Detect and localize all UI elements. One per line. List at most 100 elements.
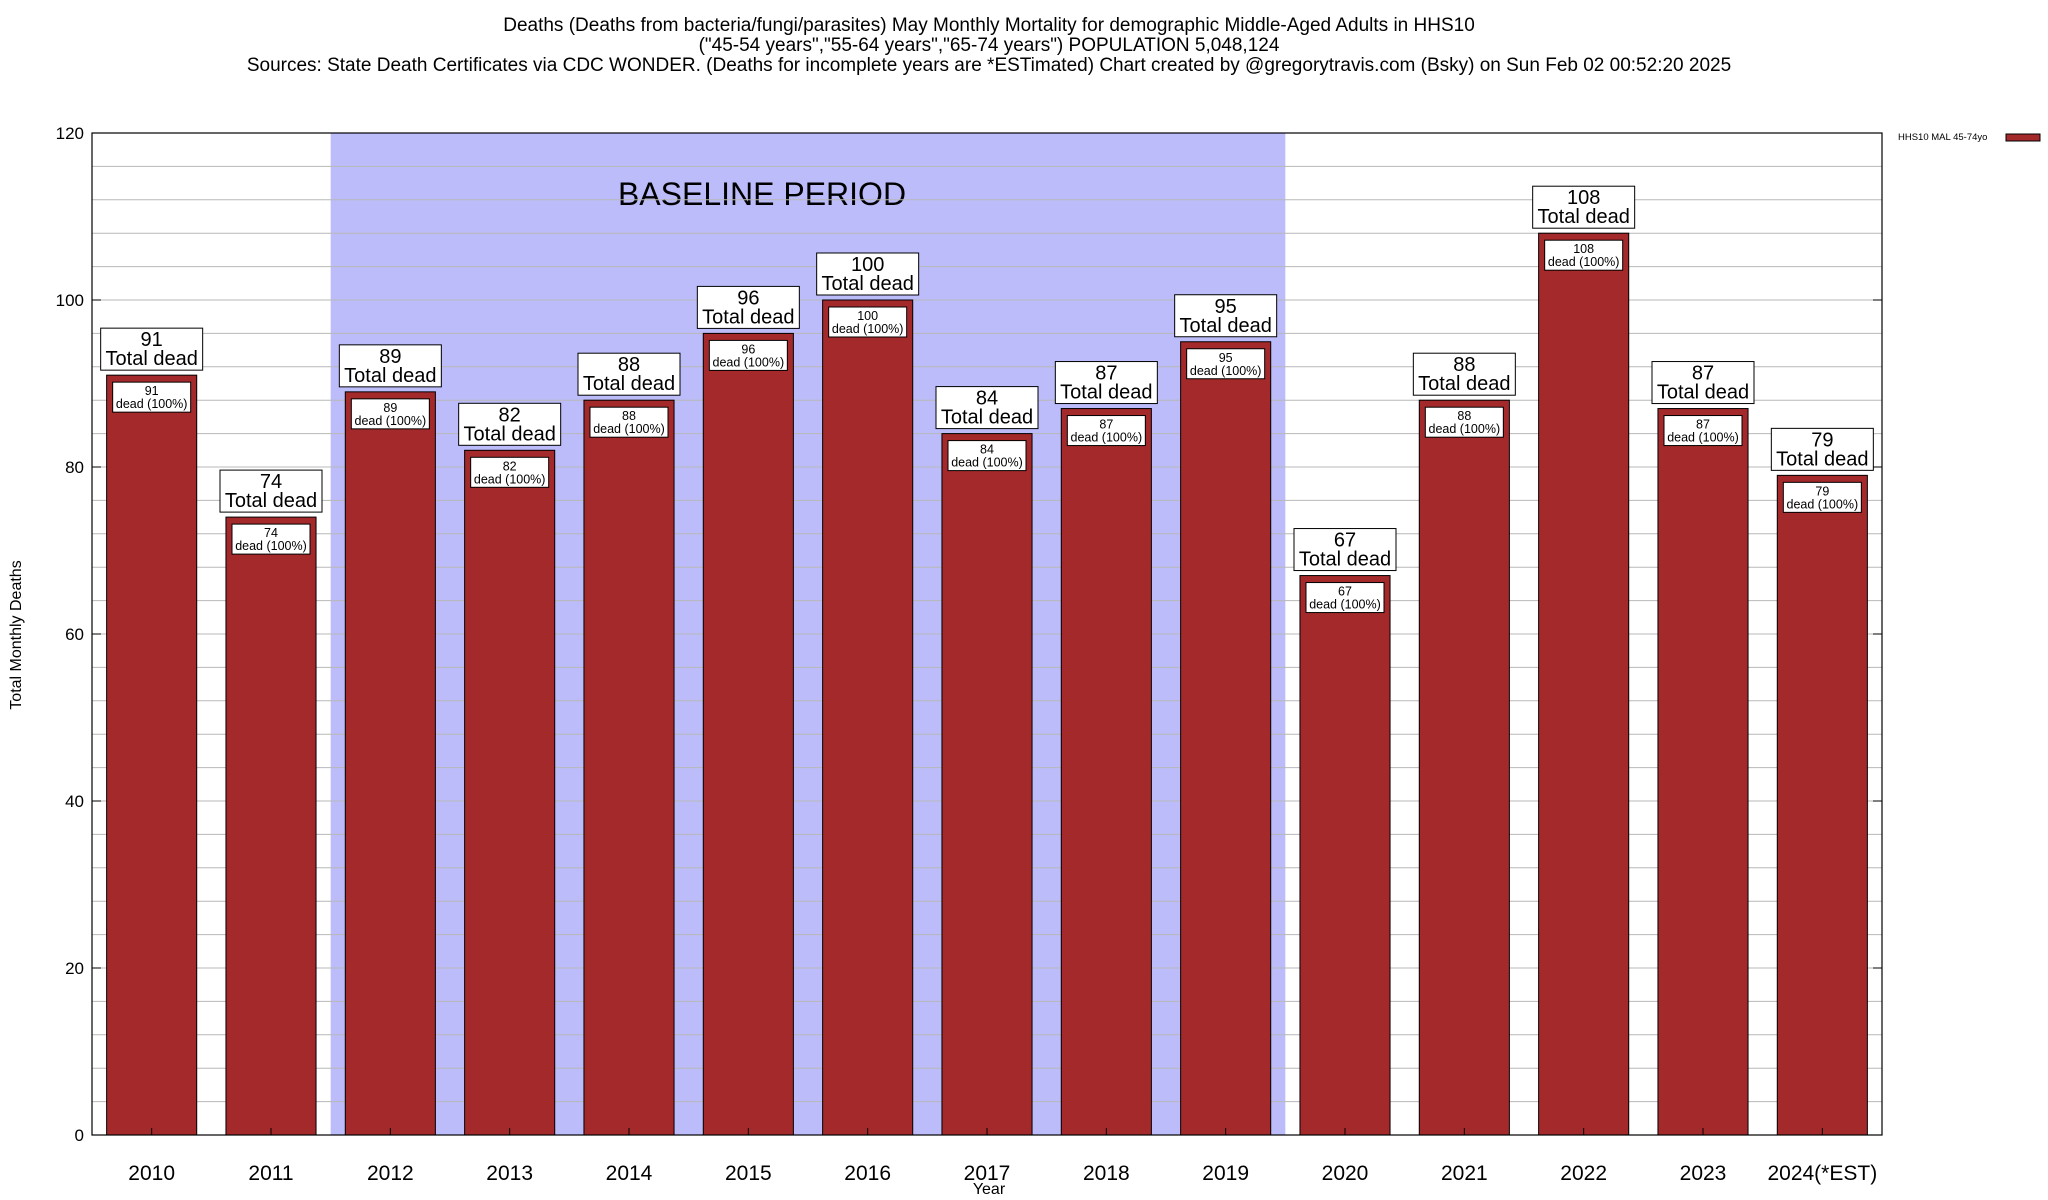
- bar-total-label: Total dead: [1776, 448, 1868, 470]
- bar-total-value: 79: [1811, 429, 1833, 451]
- bar-total-label: Total dead: [583, 373, 675, 395]
- chart-title-line-3: Sources: State Death Certificates via CD…: [247, 55, 1731, 76]
- bar-total-label: Total dead: [225, 490, 317, 512]
- x-tick-label: 2020: [1322, 1162, 1369, 1185]
- bar-inner-label-box: [708, 339, 788, 371]
- y-tick-label: 80: [65, 458, 84, 477]
- bar-total-value: 87: [1095, 363, 1117, 385]
- bar-inner-label-box: [1186, 348, 1266, 380]
- bar-total-label: Total dead: [344, 365, 436, 387]
- bars: [106, 232, 1868, 1136]
- bar-inner-value: 91: [145, 384, 159, 398]
- bar-total-label-box: [577, 352, 681, 396]
- bar-total-label: Total dead: [702, 306, 794, 328]
- bar-2021: [1418, 399, 1510, 1136]
- x-tick-label: 2014: [606, 1162, 653, 1185]
- bar-inner-label-box: [231, 523, 311, 555]
- bar-inner-label-box: [1305, 582, 1385, 614]
- bar-inner-value: 100: [857, 309, 878, 323]
- bar-total-label-box: [1174, 294, 1278, 338]
- bar-inner-value: 95: [1219, 351, 1233, 365]
- bar-2011: [225, 516, 317, 1136]
- x-tick-label: 2016: [844, 1162, 891, 1185]
- bar-total-value: 88: [1453, 354, 1475, 376]
- bar-total-label-box: [1532, 185, 1636, 229]
- bar-total-value: 88: [618, 354, 640, 376]
- bar-2016: [822, 299, 914, 1136]
- bar-inner-value: 79: [1815, 484, 1829, 498]
- x-tick-label: 2015: [725, 1162, 772, 1185]
- bar-total-value: 100: [851, 254, 884, 276]
- x-tick-label: 2018: [1083, 1162, 1130, 1185]
- bar-total-label: Total dead: [106, 348, 198, 370]
- bar-inner-label-box: [1782, 481, 1862, 513]
- bar-inner-value: 67: [1338, 585, 1352, 599]
- legend: HHS10 MAL 45-74yo: [1898, 132, 2041, 143]
- bar-inner-label: dead (100%): [1309, 598, 1381, 612]
- x-tick-label: 2024(*EST): [1767, 1162, 1877, 1185]
- baseline-label: BASELINE PERIOD: [618, 176, 906, 212]
- bar-total-value: 89: [379, 346, 401, 368]
- legend-label: HHS10 MAL 45-74yo: [1898, 132, 1987, 143]
- bar-inner-label: dead (100%): [1190, 364, 1262, 378]
- bar-total-label: Total dead: [822, 273, 914, 295]
- chart-title-line-2: ("45-54 years","55-64 years","65-74 year…: [699, 35, 1280, 56]
- legend-swatch: [2005, 133, 2041, 142]
- y-tick-label: 20: [65, 959, 84, 978]
- bar-2024(*EST): [1776, 474, 1868, 1136]
- bar-inner-label: dead (100%): [1071, 431, 1143, 445]
- bar-inner-label: dead (100%): [593, 422, 665, 436]
- bar-total-label-box: [458, 402, 562, 446]
- bar-total-label-box: [219, 469, 323, 513]
- bar-total-label-box: [1054, 361, 1158, 405]
- bar-inner-label-box: [828, 306, 908, 338]
- bar-inner-label-box: [350, 398, 430, 430]
- y-tick-label: 60: [65, 625, 84, 644]
- bar-2019: [1180, 341, 1272, 1136]
- x-axis-title: Year: [973, 1181, 1006, 1198]
- bar-total-value: 82: [499, 404, 521, 426]
- bar-2013: [464, 449, 556, 1136]
- bar-total-value: 108: [1567, 187, 1600, 209]
- x-tick-label: 2017: [964, 1162, 1011, 1185]
- bar-2023: [1657, 408, 1749, 1136]
- x-tick-label: 2019: [1202, 1162, 1249, 1185]
- bar-2012: [344, 391, 436, 1136]
- x-tick-label: 2022: [1560, 1162, 1607, 1185]
- y-tick-label: 0: [75, 1126, 84, 1145]
- bar-inner-label: dead (100%): [1787, 497, 1859, 511]
- bar-2014: [583, 399, 675, 1136]
- bar-inner-value: 87: [1099, 418, 1113, 432]
- bar-total-value: 91: [141, 329, 163, 351]
- bar-2010: [106, 374, 198, 1136]
- bar-2015: [702, 332, 794, 1136]
- bar-inner-value: 87: [1696, 418, 1710, 432]
- bar-inner-label-box: [1663, 415, 1743, 447]
- bar-2020: [1299, 575, 1391, 1136]
- bar-total-label-box: [1412, 352, 1516, 396]
- bar-2022: [1538, 232, 1630, 1136]
- bar-total-label: Total dead: [1657, 382, 1749, 404]
- bar-inner-value: 96: [741, 342, 755, 356]
- bar-inner-label-box: [470, 456, 550, 488]
- bar-inner-label: dead (100%): [713, 355, 785, 369]
- bar-inner-value: 84: [980, 443, 994, 457]
- bar-total-label: Total dead: [1299, 549, 1391, 571]
- x-tick-label: 2013: [486, 1162, 533, 1185]
- bar-inner-value: 108: [1573, 242, 1594, 256]
- bar-total-value: 74: [260, 471, 282, 493]
- bar-inner-value: 88: [622, 409, 636, 423]
- bar-total-label-box: [935, 386, 1039, 430]
- bar-inner-label: dead (100%): [116, 397, 188, 411]
- y-tick-label: 40: [65, 792, 84, 811]
- bar-total-label: Total dead: [1180, 315, 1272, 337]
- chart-title-line-1: Deaths (Deaths from bacteria/fungi/paras…: [503, 15, 1475, 36]
- bar-inner-label-box: [589, 406, 669, 438]
- bar-total-value: 84: [976, 388, 998, 410]
- bar-total-label-box: [100, 327, 204, 371]
- bar-inner-label: dead (100%): [474, 472, 546, 486]
- bar-inner-label: dead (100%): [1548, 255, 1620, 269]
- bar-total-value: 95: [1215, 296, 1237, 318]
